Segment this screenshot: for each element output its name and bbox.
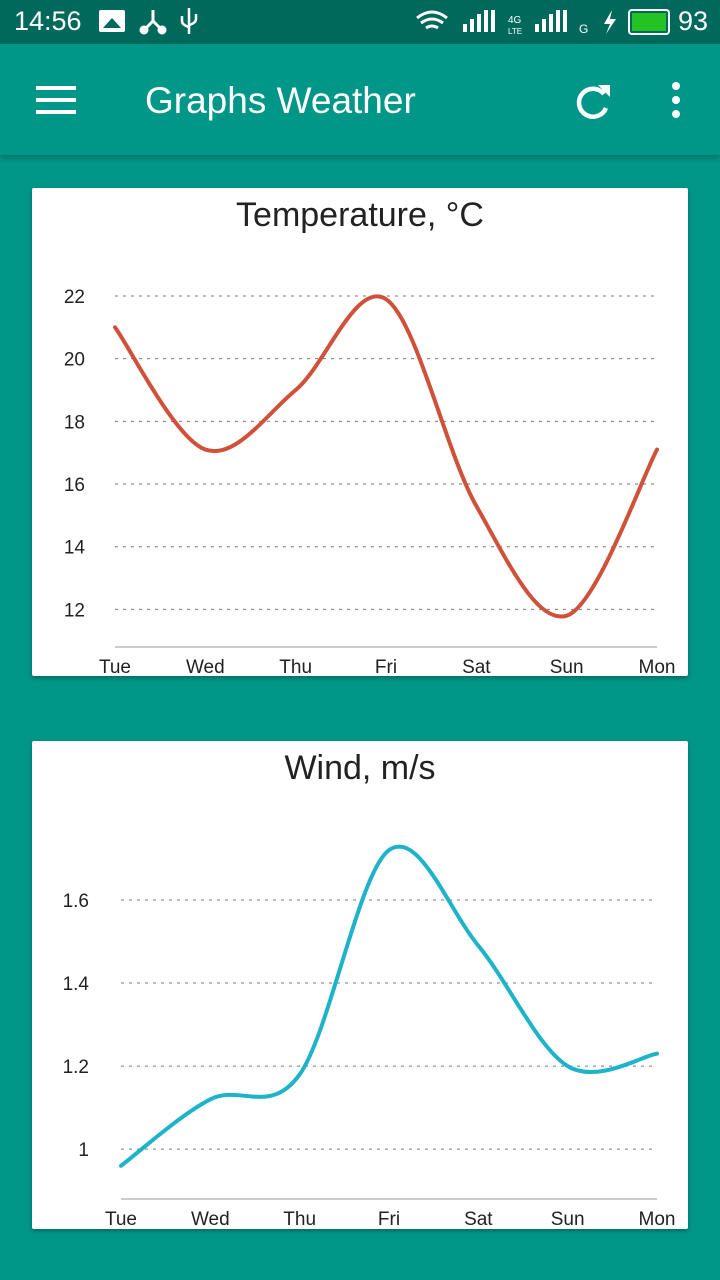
y-tick-label: 22	[64, 287, 85, 308]
x-tick-label: Fri	[378, 1209, 400, 1229]
app-title: Graphs Weather	[145, 80, 416, 121]
x-tick-label: Sat	[462, 657, 491, 676]
y-tick-label: 20	[64, 350, 85, 371]
share-icon	[139, 10, 167, 35]
signal-icon	[535, 10, 567, 32]
wifi-icon	[416, 10, 448, 30]
chart-title: Wind, m/s	[284, 749, 436, 787]
y-tick-label: 1.2	[63, 1057, 89, 1078]
x-tick-label: Sat	[464, 1209, 493, 1229]
menu-icon[interactable]	[36, 86, 76, 114]
chart-title: Temperature, °C	[236, 196, 484, 234]
4g-lte-icon: 4G	[508, 15, 522, 26]
series-line	[113, 294, 659, 619]
x-tick-label: Mon	[639, 1209, 676, 1229]
signal-icon	[463, 10, 495, 32]
battery-icon	[628, 9, 670, 35]
y-tick-label: 12	[64, 600, 85, 621]
gallery-icon	[99, 10, 125, 32]
more-vert-icon[interactable]	[672, 82, 680, 118]
x-tick-label: Wed	[191, 1209, 230, 1229]
status-bar: 14:56 4G LTE G 93	[0, 0, 720, 44]
wind-card: Wind, m/s 1 1.2 1.4 1.6 Tue Wed Thu Fri Sat Sun Mo…	[32, 741, 688, 1229]
y-tick-label: 1.4	[63, 974, 90, 995]
wind-chart: 1 1.2 1.4 1.6 Tue Wed Thu Fri Sat Sun Mon	[63, 844, 676, 1229]
series-line	[119, 844, 659, 1168]
y-tick-label: 14	[64, 538, 86, 559]
battery-level: 93	[677, 6, 708, 36]
app-bar: Graphs Weather	[0, 44, 720, 155]
g-icon: G	[579, 22, 588, 36]
y-tick-label: 1.6	[63, 891, 89, 912]
x-tick-label: Mon	[639, 657, 676, 676]
x-tick-label: Tue	[99, 657, 131, 676]
temperature-card: Temperature, °C 12 14 16 18 20 22 Tue Wed Thu Fri…	[32, 188, 688, 676]
x-tick-label: Tue	[105, 1209, 137, 1229]
y-tick-label: 16	[64, 475, 85, 496]
x-tick-label: Wed	[186, 657, 225, 676]
usb-icon	[180, 8, 198, 34]
x-tick-label: Fri	[375, 657, 397, 676]
y-tick-label: 18	[64, 412, 85, 433]
temperature-chart: 12 14 16 18 20 22 Tue Wed Thu Fri Sat Sun Mon	[64, 287, 676, 676]
x-tick-label: Thu	[279, 657, 312, 676]
charging-icon	[604, 10, 616, 34]
x-tick-label: Thu	[283, 1209, 316, 1229]
x-tick-label: Sun	[550, 657, 584, 676]
x-tick-label: Sun	[551, 1209, 585, 1229]
y-tick-label: 1	[78, 1140, 89, 1161]
svg-text:LTE: LTE	[508, 27, 522, 36]
refresh-icon[interactable]	[576, 85, 610, 119]
status-time: 14:56	[14, 6, 82, 36]
